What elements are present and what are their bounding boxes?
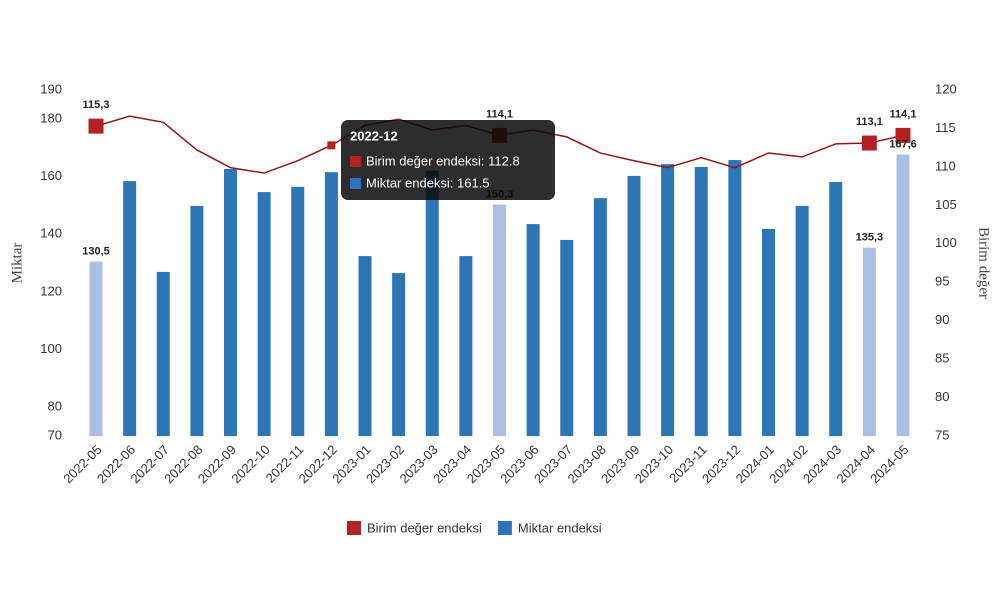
y-tick-label: 180 <box>40 110 62 125</box>
y-tick-label: 190 <box>40 81 62 96</box>
tooltip-swatch <box>350 156 361 167</box>
bar <box>324 172 338 437</box>
bar-value-label: 135,3 <box>856 232 884 244</box>
bar <box>593 198 607 436</box>
y2-tick-label: 105 <box>935 197 957 212</box>
tooltip: 2022-12 Birim değer endeksi: 112.8 Mikta… <box>341 120 555 200</box>
y2-tick-label: 120 <box>935 81 957 96</box>
line-marker <box>895 127 911 143</box>
y2-tick-label: 85 <box>935 351 949 366</box>
legend: Birim değer endeksi Miktar endeksi <box>347 520 602 535</box>
bar <box>257 192 271 436</box>
y2-tick-label: 110 <box>935 158 956 173</box>
y2-tick-label: 80 <box>935 389 949 404</box>
line-marker <box>861 135 877 151</box>
bar <box>627 175 641 436</box>
line-value-label: 113,1 <box>856 116 883 128</box>
bar <box>291 186 305 436</box>
bar <box>896 154 910 436</box>
bar <box>761 228 775 436</box>
bar <box>829 181 843 436</box>
bar <box>224 169 238 436</box>
bar <box>694 166 708 437</box>
bar <box>123 181 137 436</box>
y-tick-label: 80 <box>48 399 62 414</box>
y2-tick-label: 95 <box>935 274 949 289</box>
bar <box>459 256 473 436</box>
bar-value-label: 130,5 <box>82 245 110 257</box>
line-marker <box>327 141 336 150</box>
legend-label: Birim değer endeksi <box>367 520 482 535</box>
line-value-label: 115,3 <box>83 99 110 111</box>
legend-swatch <box>497 521 512 535</box>
bar <box>156 271 170 436</box>
bar <box>89 261 103 436</box>
y-tick-label: 120 <box>40 283 62 298</box>
legend-label: Miktar endeksi <box>518 520 602 535</box>
bar <box>358 256 372 436</box>
bar <box>728 160 742 436</box>
y2-tick-label: 115 <box>935 120 956 135</box>
y-tick-label: 70 <box>48 427 62 442</box>
y2-tick-label: 100 <box>935 235 957 250</box>
bar <box>392 273 406 436</box>
line-value-label: 114,1 <box>486 108 513 120</box>
tooltip-item: Birim değer endeksi: 112.8 <box>366 153 520 168</box>
bar <box>425 170 439 436</box>
bar <box>493 204 506 436</box>
legend-swatch <box>347 521 361 535</box>
y-tick-label: 100 <box>40 341 62 356</box>
y2-axis-title: Birim değer <box>976 227 992 299</box>
y2-tick-label: 90 <box>935 312 949 327</box>
bar <box>661 164 675 436</box>
tooltip-item: Miktar endeksi: 161.5 <box>366 175 490 190</box>
y-tick-label: 140 <box>40 226 62 241</box>
tooltip-swatch <box>350 178 361 189</box>
bar-value-label: 167,6 <box>889 138 917 150</box>
line-marker <box>88 118 104 134</box>
line-value-label: 114,1 <box>890 108 917 120</box>
y-tick-label: 160 <box>40 168 62 183</box>
bar <box>190 205 204 436</box>
bar <box>795 205 809 436</box>
bar <box>862 247 876 436</box>
y2-tick-label: 75 <box>935 427 949 442</box>
bar <box>560 239 574 436</box>
y-axis-title: Miktar <box>9 243 25 284</box>
bar <box>526 224 540 436</box>
tooltip-box <box>341 120 555 200</box>
tooltip-title: 2022-12 <box>350 128 398 143</box>
